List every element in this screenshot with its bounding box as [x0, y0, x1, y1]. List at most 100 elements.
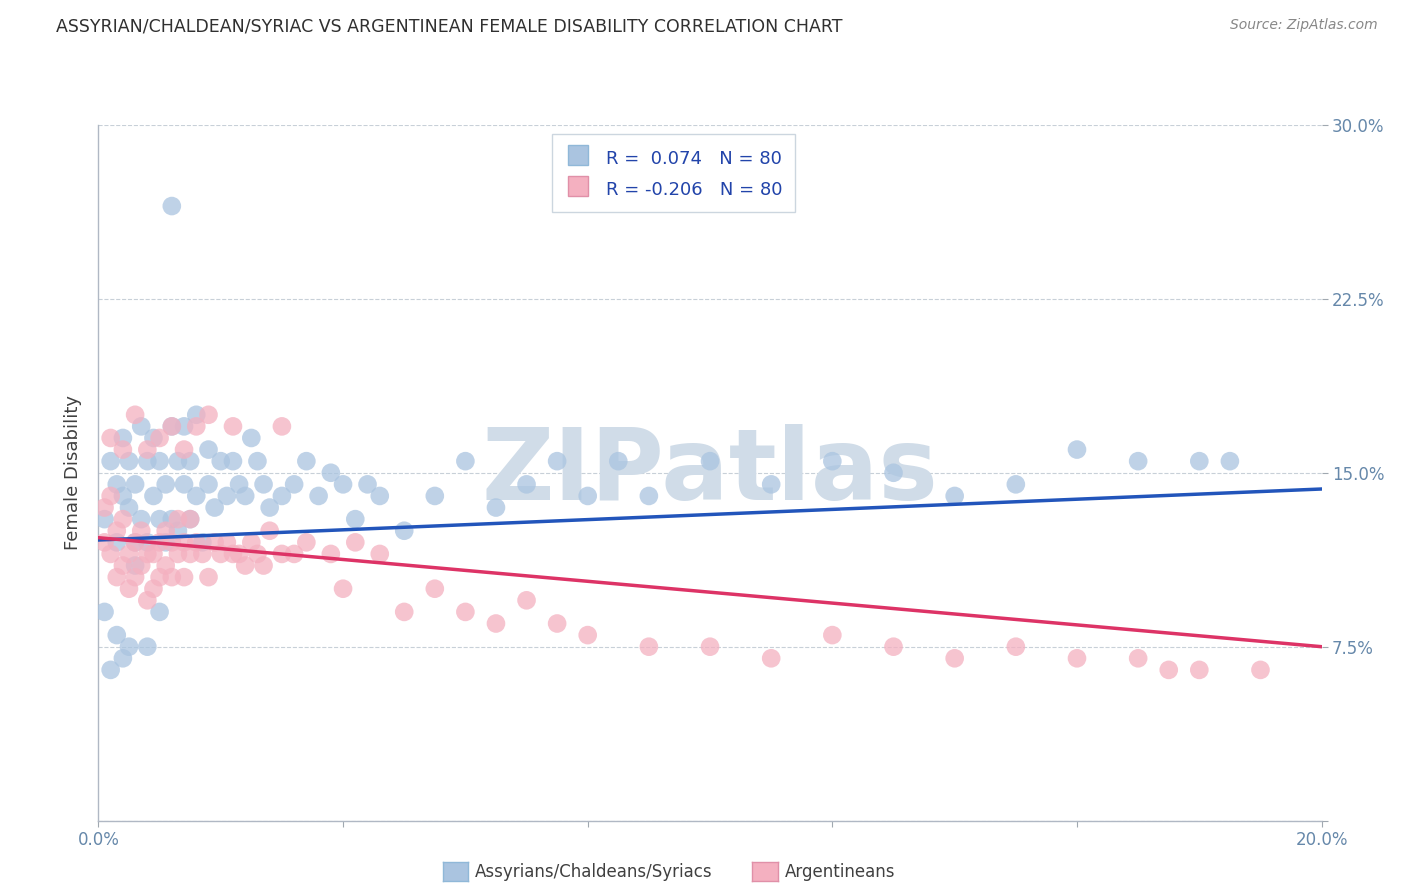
Point: [319, 547, 342, 561]
Point: [546, 616, 568, 631]
Point: [1128, 454, 1150, 468]
Point: [319, 466, 342, 480]
Point: [607, 454, 630, 468]
Point: [124, 408, 146, 422]
Point: [883, 640, 905, 654]
Point: [516, 477, 538, 491]
Point: [943, 489, 966, 503]
Point: [111, 651, 134, 665]
Point: [167, 524, 190, 538]
Point: [173, 477, 195, 491]
Point: [155, 535, 177, 549]
Point: [576, 489, 599, 503]
Point: [142, 582, 165, 596]
Point: [111, 431, 134, 445]
Point: [222, 547, 245, 561]
Point: [392, 605, 416, 619]
Point: [155, 524, 177, 538]
Point: [197, 477, 219, 491]
Point: [136, 547, 159, 561]
Point: [332, 582, 354, 596]
Point: [100, 454, 122, 468]
Point: [160, 570, 183, 584]
Point: [759, 477, 782, 491]
Point: [215, 535, 238, 549]
Point: [186, 489, 208, 503]
Point: [129, 558, 152, 573]
Point: [283, 547, 305, 561]
Point: [149, 454, 172, 468]
Point: [423, 582, 446, 596]
Point: [105, 570, 128, 584]
Point: [228, 477, 250, 491]
Point: [204, 535, 226, 549]
Point: [93, 605, 115, 619]
Point: [356, 477, 378, 491]
Point: [270, 489, 292, 503]
Point: [111, 512, 134, 526]
Point: [124, 535, 146, 549]
Point: [93, 512, 115, 526]
Point: [368, 547, 391, 561]
Point: [246, 547, 269, 561]
Text: ASSYRIAN/CHALDEAN/SYRIAC VS ARGENTINEAN FEMALE DISABILITY CORRELATION CHART: ASSYRIAN/CHALDEAN/SYRIAC VS ARGENTINEAN …: [56, 18, 842, 36]
Point: [160, 419, 183, 434]
Point: [637, 489, 661, 503]
Point: [1066, 651, 1088, 665]
Point: [93, 535, 115, 549]
Y-axis label: Female Disability: Female Disability: [65, 395, 83, 550]
Text: Argentineans: Argentineans: [785, 863, 896, 881]
Point: [142, 489, 165, 503]
Point: [100, 547, 122, 561]
Point: [516, 593, 538, 607]
Point: [485, 616, 508, 631]
Point: [1066, 442, 1088, 457]
Point: [173, 535, 195, 549]
Point: [124, 535, 146, 549]
Point: [173, 570, 195, 584]
Point: [124, 558, 146, 573]
Point: [222, 419, 245, 434]
Point: [233, 489, 256, 503]
Point: [100, 431, 122, 445]
Point: [1219, 454, 1241, 468]
Point: [100, 663, 122, 677]
Point: [191, 535, 214, 549]
Point: [270, 547, 292, 561]
Point: [233, 558, 256, 573]
Point: [124, 570, 146, 584]
Point: [209, 454, 232, 468]
Point: [1188, 454, 1211, 468]
Point: [118, 640, 141, 654]
Point: [699, 454, 721, 468]
Point: [576, 628, 599, 642]
Legend: R =  0.074   N = 80, R = -0.206   N = 80: R = 0.074 N = 80, R = -0.206 N = 80: [551, 134, 794, 212]
Point: [392, 524, 416, 538]
Point: [105, 524, 128, 538]
Point: [821, 628, 844, 642]
Point: [167, 512, 190, 526]
Point: [142, 547, 165, 561]
Point: [149, 535, 172, 549]
Point: [155, 558, 177, 573]
Point: [155, 477, 177, 491]
Point: [149, 605, 172, 619]
Point: [332, 477, 354, 491]
Point: [252, 558, 274, 573]
Point: [118, 547, 141, 561]
Point: [197, 442, 219, 457]
Point: [546, 454, 568, 468]
Point: [1249, 663, 1271, 677]
Point: [197, 570, 219, 584]
Point: [100, 489, 122, 503]
Point: [270, 419, 292, 434]
Point: [943, 651, 966, 665]
Point: [344, 512, 367, 526]
Point: [136, 535, 159, 549]
Point: [228, 547, 250, 561]
Point: [173, 442, 195, 457]
Point: [1157, 663, 1180, 677]
Point: [308, 489, 330, 503]
Point: [821, 454, 844, 468]
Point: [186, 535, 208, 549]
